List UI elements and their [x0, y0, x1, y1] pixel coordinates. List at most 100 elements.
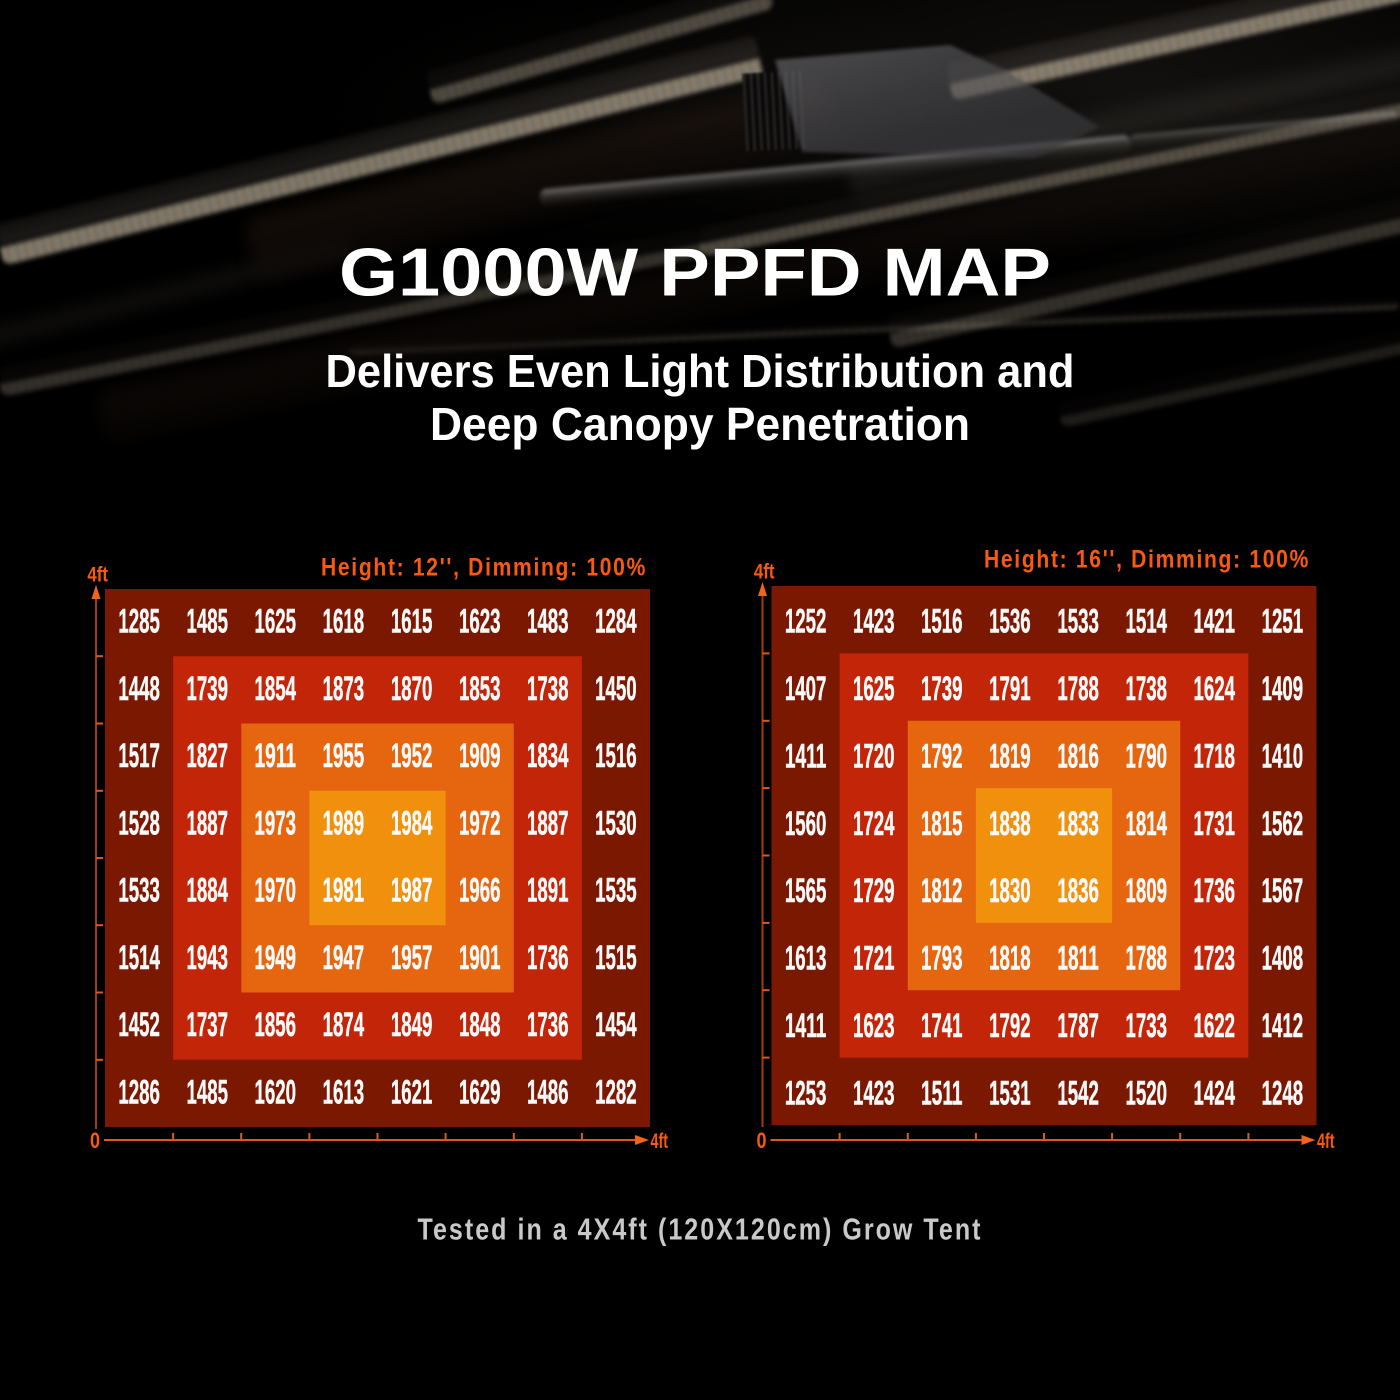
- svg-text:1454: 1454: [595, 1006, 637, 1044]
- svg-text:1423: 1423: [853, 1074, 895, 1112]
- svg-text:1856: 1856: [255, 1006, 297, 1044]
- svg-text:Height: 16'', Dimming: 100%: Height: 16'', Dimming: 100%: [984, 546, 1310, 574]
- svg-text:1485: 1485: [186, 1073, 228, 1111]
- svg-text:1884: 1884: [186, 872, 228, 910]
- svg-text:1788: 1788: [1057, 670, 1099, 708]
- svg-text:1542: 1542: [1057, 1074, 1099, 1112]
- svg-text:1989: 1989: [323, 804, 365, 842]
- svg-text:1623: 1623: [459, 603, 501, 641]
- svg-text:Tested in a 4X4ft (120X120cm): Tested in a 4X4ft (120X120cm) Grow Tent: [418, 1212, 983, 1247]
- svg-text:1955: 1955: [323, 737, 365, 775]
- svg-text:1720: 1720: [853, 737, 895, 775]
- svg-text:1970: 1970: [255, 872, 297, 910]
- svg-text:1615: 1615: [391, 603, 433, 641]
- svg-text:1738: 1738: [1125, 670, 1167, 708]
- svg-text:1952: 1952: [391, 737, 433, 775]
- svg-text:1410: 1410: [1262, 737, 1304, 775]
- svg-text:1827: 1827: [186, 737, 228, 775]
- svg-text:1516: 1516: [921, 603, 963, 641]
- svg-text:1723: 1723: [1194, 940, 1236, 978]
- svg-text:1815: 1815: [921, 805, 963, 843]
- svg-text:1814: 1814: [1125, 805, 1167, 843]
- svg-text:1517: 1517: [118, 737, 160, 775]
- svg-text:1625: 1625: [853, 670, 895, 708]
- svg-text:1514: 1514: [1125, 603, 1167, 641]
- svg-text:1987: 1987: [391, 872, 433, 910]
- svg-text:1613: 1613: [785, 940, 827, 978]
- svg-text:1421: 1421: [1194, 603, 1236, 641]
- svg-text:1408: 1408: [1262, 940, 1304, 978]
- svg-text:1622: 1622: [1194, 1007, 1236, 1045]
- svg-text:1957: 1957: [391, 939, 433, 977]
- svg-text:1450: 1450: [595, 670, 637, 708]
- svg-text:1981: 1981: [323, 872, 365, 910]
- svg-text:1533: 1533: [1057, 603, 1099, 641]
- svg-text:1613: 1613: [323, 1073, 365, 1111]
- svg-text:1947: 1947: [323, 939, 365, 977]
- svg-text:1625: 1625: [255, 603, 297, 641]
- svg-text:1792: 1792: [921, 737, 963, 775]
- svg-text:1483: 1483: [527, 603, 569, 641]
- svg-text:1530: 1530: [595, 804, 637, 842]
- svg-text:1733: 1733: [1125, 1007, 1167, 1045]
- svg-text:1873: 1873: [323, 670, 365, 708]
- svg-text:1253: 1253: [785, 1074, 827, 1112]
- svg-text:1833: 1833: [1057, 805, 1099, 843]
- svg-text:1812: 1812: [921, 872, 963, 910]
- svg-text:1485: 1485: [186, 603, 228, 641]
- svg-text:Height: 12'', Dimming: 100%: Height: 12'', Dimming: 100%: [321, 554, 647, 582]
- svg-text:1848: 1848: [459, 1006, 501, 1044]
- svg-text:1792: 1792: [989, 1007, 1031, 1045]
- svg-text:1854: 1854: [255, 670, 297, 708]
- svg-text:1984: 1984: [391, 804, 433, 842]
- svg-text:1411: 1411: [785, 737, 827, 775]
- svg-text:1849: 1849: [391, 1006, 433, 1044]
- svg-text:1282: 1282: [595, 1073, 637, 1111]
- svg-text:1787: 1787: [1057, 1007, 1099, 1045]
- svg-text:1629: 1629: [459, 1073, 501, 1111]
- svg-text:1818: 1818: [989, 940, 1031, 978]
- svg-text:1724: 1724: [853, 805, 895, 843]
- svg-text:1531: 1531: [989, 1074, 1031, 1112]
- svg-text:1973: 1973: [255, 804, 297, 842]
- svg-text:1809: 1809: [1125, 872, 1167, 910]
- svg-text:4ft: 4ft: [754, 561, 775, 584]
- svg-text:4ft: 4ft: [651, 1130, 669, 1153]
- svg-text:1874: 1874: [323, 1006, 365, 1044]
- svg-text:1887: 1887: [186, 804, 228, 842]
- svg-text:1819: 1819: [989, 737, 1031, 775]
- svg-text:1409: 1409: [1262, 670, 1304, 708]
- svg-text:4ft: 4ft: [87, 564, 108, 587]
- svg-text:1528: 1528: [118, 804, 160, 842]
- svg-text:1739: 1739: [186, 670, 228, 708]
- svg-text:1830: 1830: [989, 872, 1031, 910]
- svg-text:1511: 1511: [921, 1074, 963, 1112]
- svg-text:1516: 1516: [595, 737, 637, 775]
- svg-text:1966: 1966: [459, 872, 501, 910]
- svg-text:1560: 1560: [785, 805, 827, 843]
- svg-text:1972: 1972: [459, 804, 501, 842]
- svg-text:1836: 1836: [1057, 872, 1099, 910]
- svg-text:1621: 1621: [391, 1073, 433, 1111]
- svg-text:1811: 1811: [1057, 940, 1099, 978]
- svg-text:1412: 1412: [1262, 1007, 1304, 1045]
- svg-text:1729: 1729: [853, 872, 895, 910]
- svg-text:1737: 1737: [186, 1006, 228, 1044]
- svg-text:1452: 1452: [118, 1006, 160, 1044]
- svg-text:Deep Canopy Penetration: Deep Canopy Penetration: [430, 398, 970, 450]
- svg-text:4ft: 4ft: [1317, 1130, 1335, 1153]
- svg-text:1285: 1285: [118, 603, 160, 641]
- svg-text:1620: 1620: [255, 1073, 297, 1111]
- svg-text:1251: 1251: [1262, 603, 1304, 641]
- svg-text:1738: 1738: [527, 670, 569, 708]
- svg-text:1834: 1834: [527, 737, 569, 775]
- svg-text:1252: 1252: [785, 603, 827, 641]
- svg-text:1562: 1562: [1262, 805, 1304, 843]
- svg-text:1909: 1909: [459, 737, 501, 775]
- svg-text:1891: 1891: [527, 872, 569, 910]
- svg-text:1567: 1567: [1262, 872, 1304, 910]
- svg-text:1286: 1286: [118, 1073, 160, 1111]
- svg-text:1911: 1911: [255, 737, 297, 775]
- svg-text:1515: 1515: [595, 939, 637, 977]
- svg-text:1535: 1535: [595, 872, 637, 910]
